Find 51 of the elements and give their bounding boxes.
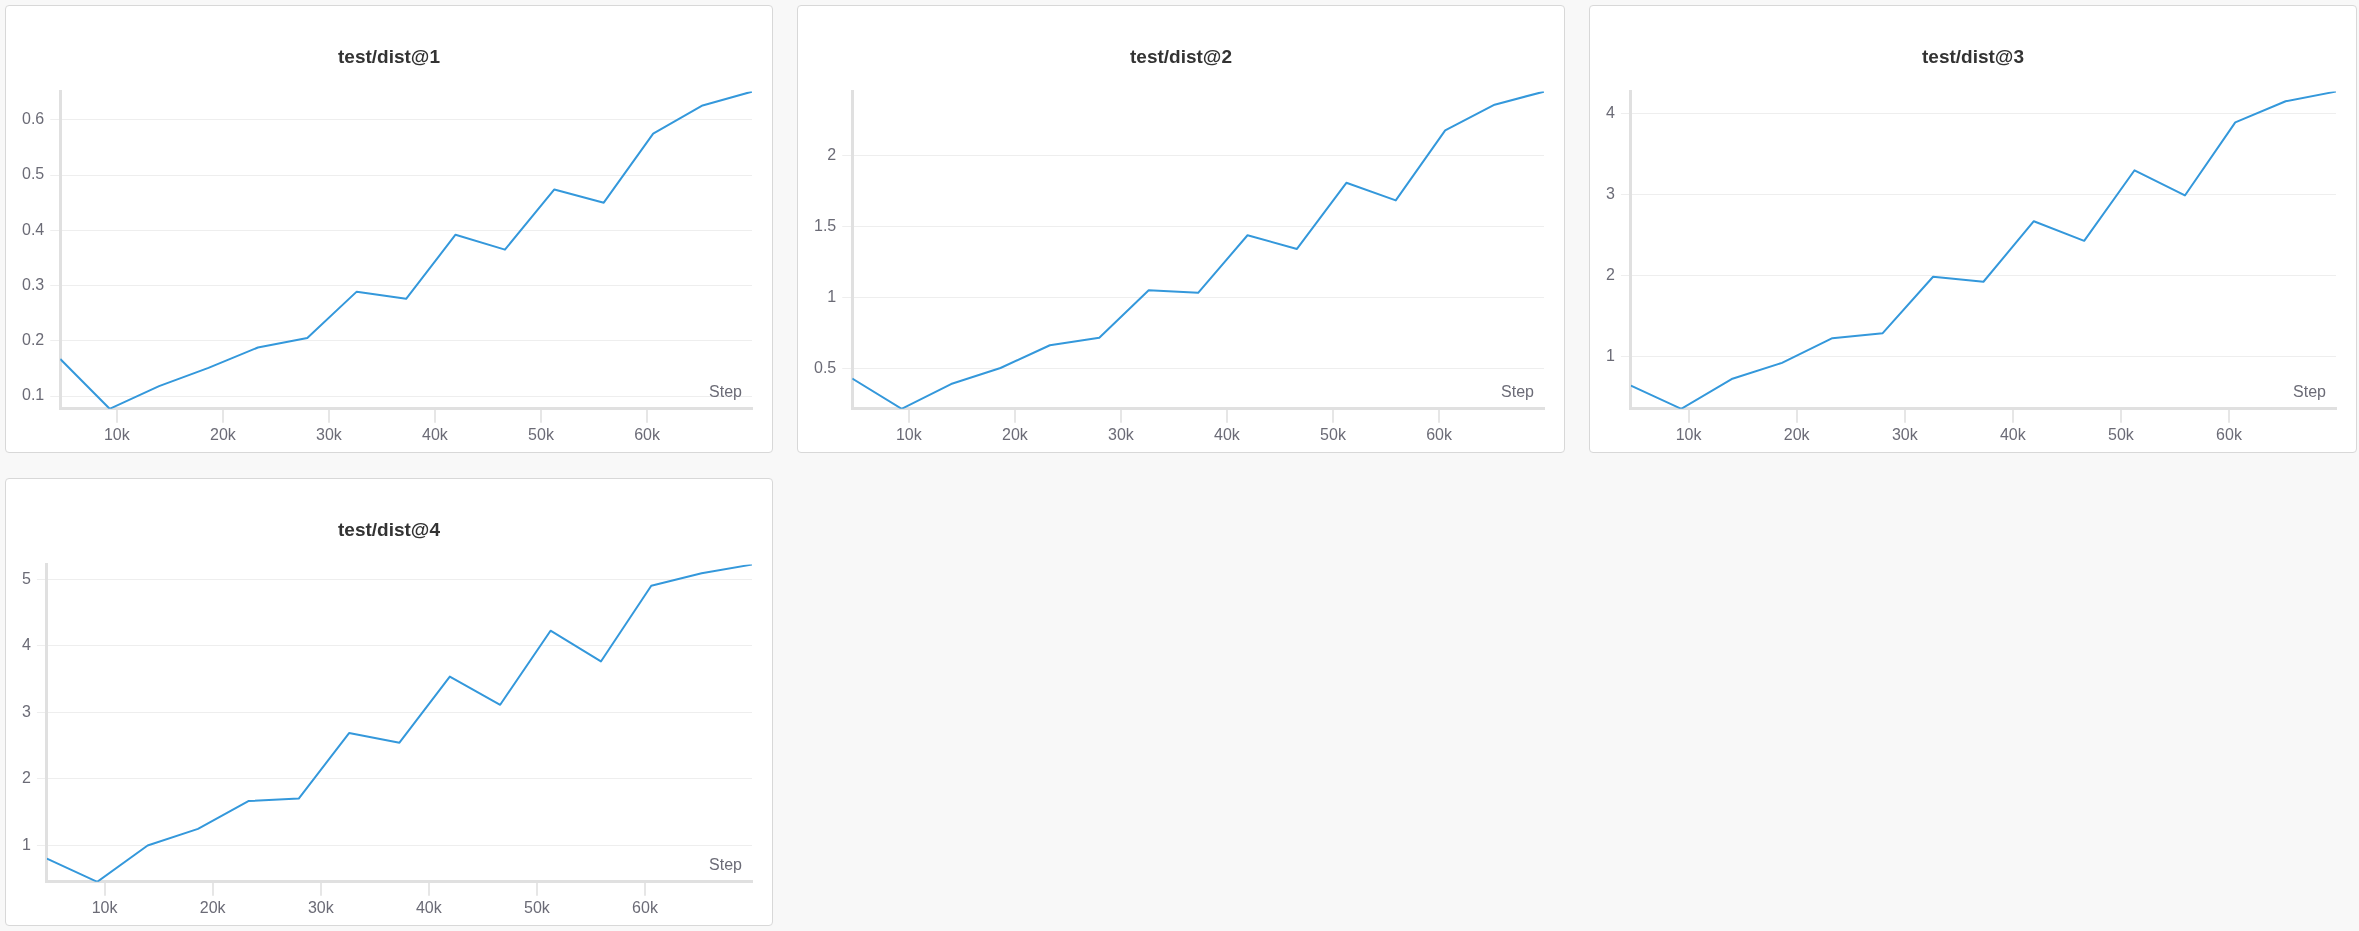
- x-tick-label: 50k: [1320, 425, 1347, 443]
- chart-title: test/dist@3: [1921, 46, 2025, 68]
- x-tick-label: 40k: [1214, 425, 1241, 443]
- y-tick-label: 0.1: [21, 386, 45, 404]
- x-tick-label: 50k: [2108, 425, 2135, 443]
- x-tick-label: 20k: [1002, 425, 1029, 443]
- y-tick-label: 2: [827, 146, 837, 164]
- y-tick-label: 0.6: [21, 110, 45, 128]
- y-tick-label: 4: [21, 636, 31, 654]
- x-tick-label: 40k: [1999, 425, 2027, 443]
- x-tick-label: 20k: [210, 425, 237, 443]
- y-tick-label: 3: [1605, 184, 1615, 202]
- x-tick-label: 60k: [632, 898, 659, 916]
- y-tick-label: 0.3: [21, 275, 45, 293]
- x-tick-label: 10k: [895, 425, 923, 443]
- x-tick-label: 10k: [103, 425, 131, 443]
- y-tick-label: 3: [21, 702, 31, 720]
- x-tick-label: 10k: [91, 898, 119, 916]
- y-tick-label: 0.2: [21, 331, 45, 349]
- chart-title: test/dist@4: [337, 519, 441, 541]
- y-tick-label: 2: [21, 769, 31, 787]
- x-axis-title: Step: [1501, 383, 1535, 401]
- y-tick-label: 1: [1605, 346, 1615, 364]
- y-tick-label: 0.5: [21, 165, 45, 183]
- x-tick-label: 60k: [1426, 425, 1453, 443]
- x-tick-label: 40k: [422, 425, 449, 443]
- x-axis-title: Step: [709, 383, 743, 401]
- y-tick-label: 1: [21, 835, 31, 853]
- x-axis-title: Step: [709, 856, 743, 874]
- y-tick-label: 0.5: [813, 359, 837, 377]
- x-tick-label: 60k: [634, 425, 661, 443]
- x-tick-label: 60k: [2216, 425, 2243, 443]
- y-tick-label: 4: [1605, 103, 1615, 121]
- x-tick-label: 30k: [1891, 425, 1919, 443]
- x-tick-label: 40k: [415, 898, 443, 916]
- chart-title: test/dist@1: [337, 46, 441, 68]
- x-tick-label: 30k: [1108, 425, 1135, 443]
- x-tick-label: 50k: [524, 898, 551, 916]
- y-tick-label: 1.5: [813, 217, 837, 235]
- x-tick-label: 30k: [307, 898, 335, 916]
- x-tick-label: 20k: [1783, 425, 1811, 443]
- x-tick-label: 50k: [528, 425, 555, 443]
- y-tick-label: 2: [1605, 265, 1615, 283]
- x-tick-label: 30k: [316, 425, 343, 443]
- x-tick-label: 10k: [1675, 425, 1703, 443]
- x-axis-title: Step: [2293, 383, 2327, 401]
- y-tick-label: 5: [21, 569, 31, 587]
- chart-title: test/dist@2: [1129, 46, 1233, 68]
- y-tick-label: 1: [827, 288, 837, 306]
- y-tick-label: 0.4: [21, 220, 45, 238]
- x-tick-label: 20k: [199, 898, 227, 916]
